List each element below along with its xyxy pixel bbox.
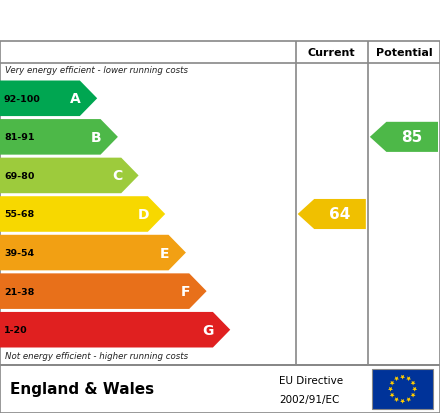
Text: C: C bbox=[112, 169, 122, 183]
Polygon shape bbox=[0, 312, 230, 348]
Text: 69-80: 69-80 bbox=[4, 171, 34, 180]
Text: 21-38: 21-38 bbox=[4, 287, 34, 296]
Text: E: E bbox=[160, 246, 169, 260]
Polygon shape bbox=[406, 397, 411, 402]
Polygon shape bbox=[390, 393, 395, 398]
Text: G: G bbox=[202, 323, 214, 337]
Text: 81-91: 81-91 bbox=[4, 133, 34, 142]
Polygon shape bbox=[388, 387, 393, 392]
Polygon shape bbox=[394, 377, 399, 381]
Text: EU Directive: EU Directive bbox=[279, 375, 344, 385]
Polygon shape bbox=[390, 381, 395, 386]
Polygon shape bbox=[0, 158, 139, 194]
Text: F: F bbox=[181, 285, 190, 299]
Text: Energy Efficiency Rating: Energy Efficiency Rating bbox=[11, 12, 270, 31]
Text: 39-54: 39-54 bbox=[4, 249, 34, 257]
Polygon shape bbox=[0, 120, 118, 155]
Polygon shape bbox=[0, 274, 207, 309]
Text: D: D bbox=[137, 207, 149, 221]
Text: 85: 85 bbox=[402, 130, 423, 145]
Text: A: A bbox=[70, 92, 81, 106]
Bar bbox=[372, 369, 433, 409]
Text: Current: Current bbox=[308, 48, 356, 58]
Text: Not energy efficient - higher running costs: Not energy efficient - higher running co… bbox=[5, 351, 188, 360]
Polygon shape bbox=[0, 81, 97, 117]
Text: 1-20: 1-20 bbox=[4, 325, 28, 335]
Text: 55-68: 55-68 bbox=[4, 210, 34, 219]
Text: 92-100: 92-100 bbox=[4, 95, 41, 104]
Polygon shape bbox=[298, 199, 366, 230]
Polygon shape bbox=[400, 375, 405, 380]
Text: 2002/91/EC: 2002/91/EC bbox=[279, 394, 340, 404]
Text: England & Wales: England & Wales bbox=[10, 382, 154, 396]
Polygon shape bbox=[0, 197, 165, 232]
Polygon shape bbox=[411, 381, 415, 386]
Polygon shape bbox=[412, 387, 417, 392]
Polygon shape bbox=[411, 393, 415, 398]
Polygon shape bbox=[400, 399, 405, 404]
Text: 64: 64 bbox=[330, 207, 351, 222]
Text: Very energy efficient - lower running costs: Very energy efficient - lower running co… bbox=[5, 66, 188, 75]
Polygon shape bbox=[0, 235, 186, 271]
Text: Potential: Potential bbox=[376, 48, 432, 58]
Polygon shape bbox=[394, 397, 399, 402]
Text: B: B bbox=[91, 131, 102, 145]
Polygon shape bbox=[406, 377, 411, 381]
Polygon shape bbox=[370, 123, 438, 152]
